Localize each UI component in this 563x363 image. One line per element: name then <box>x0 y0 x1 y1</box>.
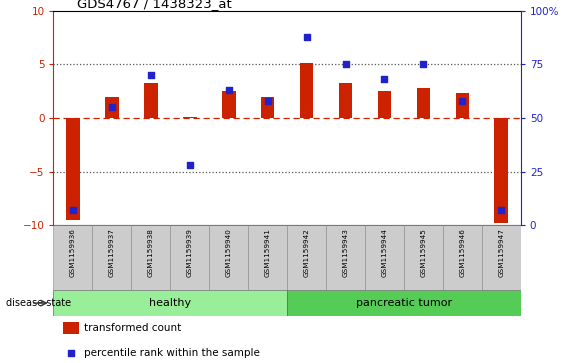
Point <box>66 350 75 355</box>
Point <box>146 72 155 78</box>
Text: percentile rank within the sample: percentile rank within the sample <box>84 348 260 358</box>
FancyBboxPatch shape <box>171 225 209 290</box>
Point <box>380 77 389 82</box>
Point <box>263 98 272 104</box>
Text: GSM1159943: GSM1159943 <box>342 228 348 277</box>
Text: GSM1159936: GSM1159936 <box>70 228 76 277</box>
FancyBboxPatch shape <box>443 225 482 290</box>
Text: transformed count: transformed count <box>84 323 181 333</box>
FancyBboxPatch shape <box>53 290 287 316</box>
Text: GSM1159938: GSM1159938 <box>148 228 154 277</box>
Text: GSM1159946: GSM1159946 <box>459 228 466 277</box>
FancyBboxPatch shape <box>53 225 92 290</box>
Point <box>185 162 194 168</box>
Text: disease state: disease state <box>6 298 71 308</box>
Bar <box>455 93 469 118</box>
Text: GDS4767 / 1438323_at: GDS4767 / 1438323_at <box>77 0 231 10</box>
Bar <box>144 83 158 118</box>
Point <box>497 207 506 213</box>
Text: GSM1159939: GSM1159939 <box>187 228 193 277</box>
Text: GSM1159942: GSM1159942 <box>303 228 310 277</box>
Point <box>341 61 350 68</box>
FancyBboxPatch shape <box>326 225 365 290</box>
FancyBboxPatch shape <box>404 225 443 290</box>
Bar <box>417 88 430 118</box>
Text: GSM1159940: GSM1159940 <box>226 228 232 277</box>
FancyBboxPatch shape <box>287 290 521 316</box>
Text: healthy: healthy <box>149 298 191 308</box>
FancyBboxPatch shape <box>131 225 171 290</box>
Text: GSM1159937: GSM1159937 <box>109 228 115 277</box>
Text: pancreatic tumor: pancreatic tumor <box>356 298 452 308</box>
Bar <box>378 91 391 118</box>
Text: GSM1159945: GSM1159945 <box>421 228 426 277</box>
Bar <box>261 97 275 118</box>
Point <box>419 61 428 68</box>
Text: GSM1159941: GSM1159941 <box>265 228 271 277</box>
Point <box>458 98 467 104</box>
Bar <box>300 64 314 118</box>
FancyBboxPatch shape <box>365 225 404 290</box>
Text: GSM1159947: GSM1159947 <box>498 228 504 277</box>
Bar <box>63 322 79 334</box>
Point <box>69 207 78 213</box>
Bar <box>339 83 352 118</box>
FancyBboxPatch shape <box>248 225 287 290</box>
FancyBboxPatch shape <box>209 225 248 290</box>
Bar <box>494 118 508 223</box>
Bar <box>222 91 235 118</box>
FancyBboxPatch shape <box>92 225 131 290</box>
Bar <box>105 97 119 118</box>
Point <box>108 105 117 110</box>
Text: GSM1159944: GSM1159944 <box>382 228 387 277</box>
FancyBboxPatch shape <box>287 225 326 290</box>
Point <box>302 34 311 40</box>
FancyBboxPatch shape <box>482 225 521 290</box>
Point <box>224 87 233 93</box>
Bar <box>66 118 80 220</box>
